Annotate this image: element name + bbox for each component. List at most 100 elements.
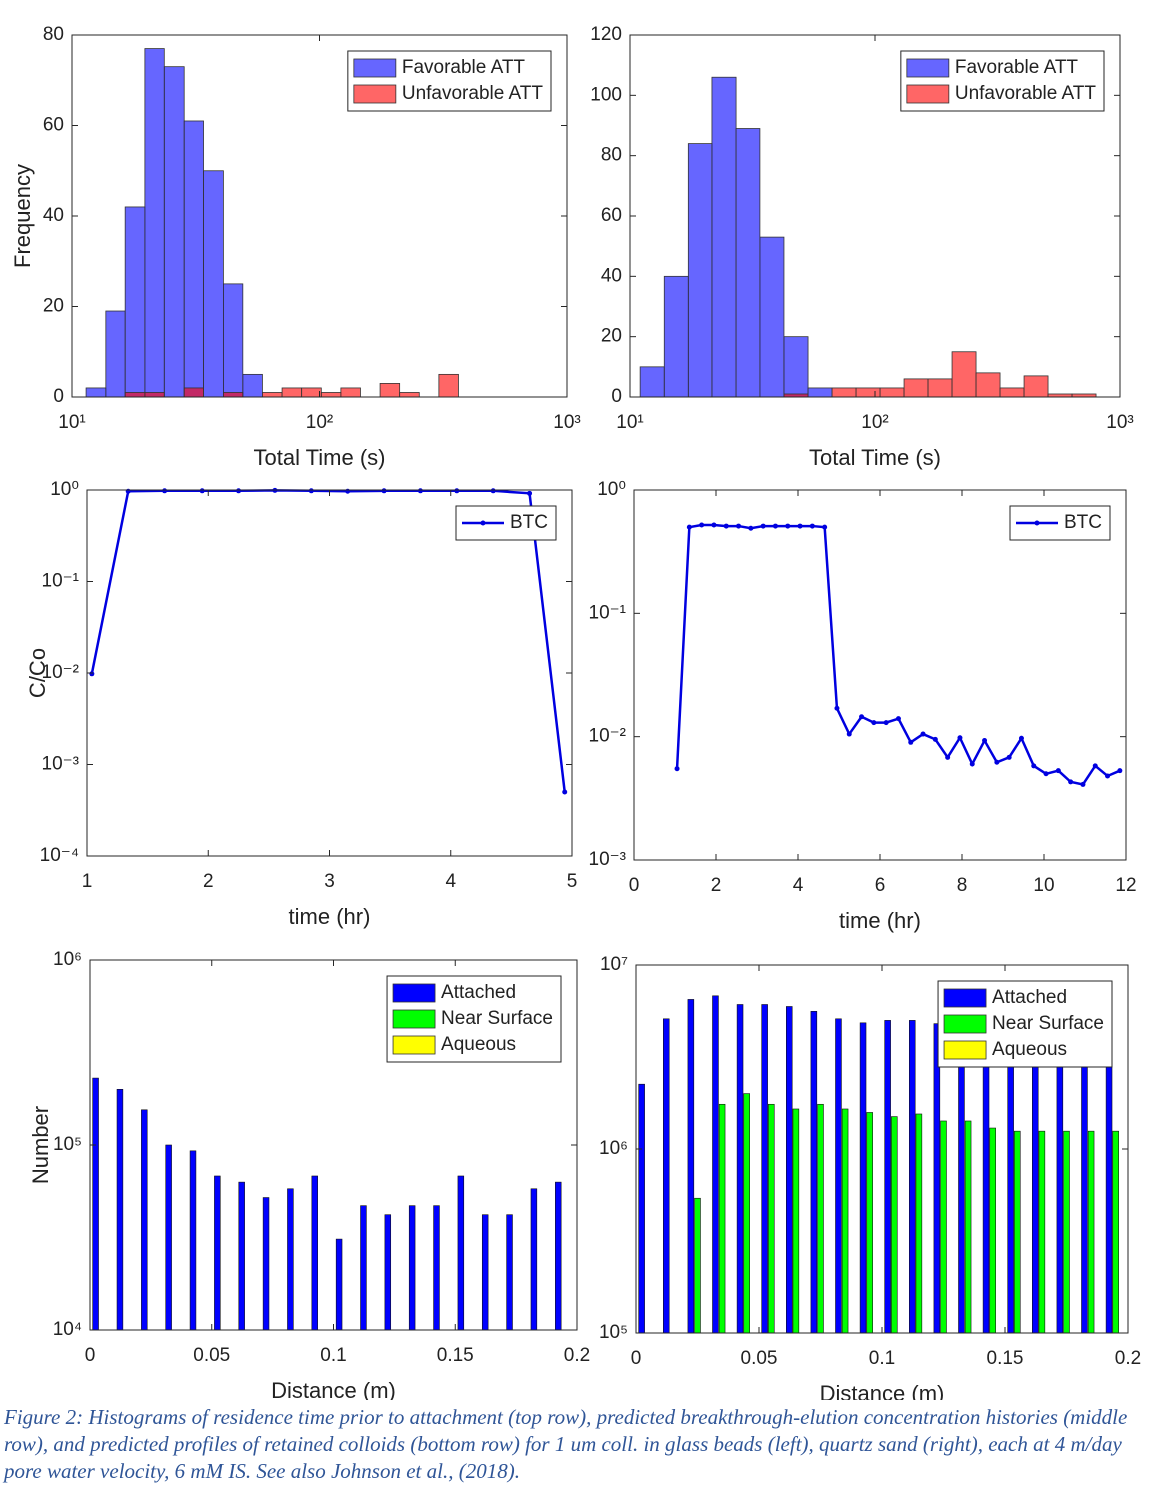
legend-swatch — [943, 1040, 987, 1060]
point — [711, 522, 717, 528]
histogram-bar — [144, 392, 165, 398]
point — [89, 671, 95, 677]
legend-swatch — [353, 84, 397, 104]
bar — [555, 1181, 562, 1331]
bar — [810, 1011, 818, 1334]
histogram-bar — [438, 373, 459, 398]
bar — [909, 1020, 916, 1334]
bar — [1112, 1130, 1119, 1334]
point — [785, 523, 791, 529]
x-tick-label: 0.2 — [564, 1345, 590, 1366]
bar — [859, 1022, 867, 1334]
point — [945, 754, 951, 760]
bar — [433, 1205, 440, 1331]
bar — [786, 1006, 793, 1334]
bar — [933, 1023, 941, 1334]
bar — [712, 995, 719, 1334]
y-tick-label: 10⁻¹ — [589, 602, 627, 623]
bar — [506, 1214, 513, 1331]
point — [969, 761, 975, 767]
point — [699, 522, 705, 528]
x-tick-label: 10¹ — [58, 412, 85, 433]
histogram-bar — [1023, 375, 1049, 398]
x-tick-label: 6 — [875, 875, 886, 896]
y-axis-label: C/Co — [25, 648, 50, 698]
y-tick-label: 40 — [43, 205, 64, 226]
point — [748, 525, 754, 531]
y-tick-label: 10⁰ — [597, 479, 626, 500]
x-axis-label: Total Time (s) — [253, 445, 385, 470]
histogram-bar — [320, 392, 342, 398]
x-tick-label: 10² — [861, 412, 888, 433]
bar — [141, 1109, 148, 1331]
plot-area — [87, 490, 572, 856]
point — [1006, 754, 1012, 760]
legend-label: Unfavorable ATT — [402, 83, 544, 104]
histogram-bar — [903, 378, 929, 398]
legend-swatch — [906, 58, 950, 78]
bar — [360, 1205, 367, 1331]
legend-swatch — [906, 84, 950, 104]
legend-label: Aqueous — [441, 1034, 516, 1055]
x-tick-label: 8 — [957, 875, 968, 896]
x-tick-label: 0 — [631, 1348, 642, 1369]
histogram-bar — [379, 383, 401, 398]
bar — [835, 1018, 842, 1334]
y-tick-label: 10⁶ — [53, 949, 82, 970]
point — [381, 488, 387, 494]
point — [1068, 779, 1074, 785]
bar — [663, 1018, 670, 1334]
point — [162, 488, 168, 494]
bar — [761, 1004, 768, 1334]
y-axis-label: Frequency — [10, 164, 35, 268]
point — [932, 736, 938, 742]
bar — [817, 1103, 824, 1334]
bar — [841, 1108, 849, 1334]
point — [308, 488, 314, 494]
histogram-bar — [124, 392, 146, 398]
y-tick-label: 10⁷ — [600, 954, 628, 975]
histogram-bar — [687, 143, 713, 398]
chart: 0 0.05 0.1 0.15 0.2 10⁴ 10⁵ 10⁶ Distance (m) Numb… — [28, 949, 590, 1400]
bar — [530, 1188, 538, 1331]
y-tick-label: 120 — [590, 24, 622, 45]
point — [345, 488, 351, 494]
bar — [189, 1150, 197, 1331]
histogram-bar — [399, 392, 420, 398]
y-tick-label: 60 — [601, 205, 622, 226]
histogram-bar — [183, 387, 204, 398]
point — [736, 523, 742, 529]
x-tick-label: 0.1 — [320, 1345, 346, 1366]
histogram-bar — [831, 387, 857, 398]
legend-label: Favorable ATT — [955, 57, 1079, 78]
point — [125, 488, 131, 494]
point — [490, 488, 496, 494]
legend-label: BTC — [510, 512, 548, 533]
legend-swatch — [943, 988, 987, 1008]
point — [1031, 763, 1037, 769]
x-axis-label: Distance (m) — [271, 1378, 396, 1400]
legend-label: BTC — [1064, 512, 1102, 533]
histogram-bar — [759, 236, 785, 398]
bar — [743, 1093, 750, 1334]
histogram-bar — [639, 366, 665, 398]
bar — [915, 1113, 923, 1334]
histogram-bar — [301, 387, 322, 398]
x-tick-label: 0.2 — [1115, 1348, 1141, 1369]
legend-label: Favorable ATT — [402, 57, 526, 78]
point — [1055, 768, 1061, 774]
y-tick-label: 10⁻³ — [42, 754, 80, 775]
histogram-bar — [807, 387, 833, 398]
legend-swatch — [480, 520, 486, 526]
point — [1018, 735, 1024, 741]
legend: Favorable ATT Unfavorable ATT — [900, 50, 1105, 112]
bar — [884, 1020, 891, 1334]
x-tick-label: 2 — [711, 875, 722, 896]
point — [674, 766, 680, 772]
x-tick-label: 1 — [82, 871, 93, 892]
point — [994, 759, 1000, 765]
bar — [1087, 1130, 1095, 1334]
bar — [792, 1108, 800, 1334]
y-tick-label: 60 — [43, 115, 64, 136]
